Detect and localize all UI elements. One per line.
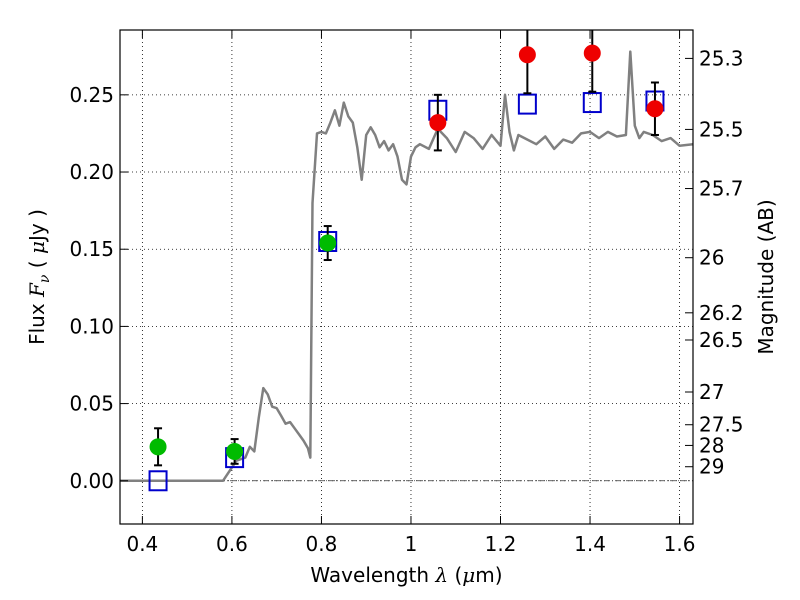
y2-tick-label: 28 <box>699 433 724 457</box>
y2-tick-label: 26.2 <box>699 301 744 325</box>
y-tick-label: 0.10 <box>69 314 114 338</box>
y-tick-label: 0.05 <box>69 392 114 416</box>
model-photometry-square <box>517 93 537 115</box>
y2-tick-label: 25.7 <box>699 177 744 201</box>
y2-tick-label: 29 <box>699 455 724 479</box>
y2-tick-label: 26.5 <box>699 328 744 352</box>
observed-flux-point <box>583 44 601 62</box>
y2-tick-label: 26 <box>699 246 724 270</box>
y2-tick-label: 27 <box>699 380 724 404</box>
x-tick-label: 0.6 <box>216 532 248 556</box>
x-tick-label: 1.6 <box>664 532 696 556</box>
x-tick-label: 1 <box>405 532 418 556</box>
y-tick-label: 0.25 <box>69 83 114 107</box>
x-axis-label: Wavelength λ (μm) <box>310 563 502 587</box>
x-tick-label: 0.8 <box>306 532 338 556</box>
y2-axis-label: Magnitude (AB) <box>754 199 778 354</box>
x-tick-label: 1.2 <box>485 532 517 556</box>
observed-flux-point <box>429 114 447 132</box>
axis-ticks: 0.4 0.6 0.8 1 1.2 1.4 1.6 0.00 0.05 0.10 0.15 0.20 0… <box>69 30 744 556</box>
y-tick-label: 0.20 <box>69 160 114 184</box>
plot-area <box>120 30 693 492</box>
plot-frame <box>119 29 694 525</box>
model-spectrum-line <box>120 50 693 483</box>
y-axis-label: Flux Fν ( μJy ) <box>25 209 53 345</box>
y2-tick-label: 25.3 <box>699 46 744 70</box>
y2-tick-label: 27.5 <box>699 413 744 437</box>
y2-tick-label: 25.5 <box>699 117 744 141</box>
observed-flux-point <box>646 100 664 118</box>
grid-lines <box>120 30 693 524</box>
observed-flux-point <box>226 442 244 460</box>
model-photometry-square <box>582 92 602 114</box>
y-tick-label: 0.15 <box>69 237 114 261</box>
x-tick-label: 0.4 <box>126 532 158 556</box>
observed-flux-point <box>319 234 337 252</box>
observed-flux-point <box>518 46 536 64</box>
model-photometry-square <box>148 470 168 492</box>
y-tick-label: 0.00 <box>69 469 114 493</box>
observed-flux-point <box>149 438 167 456</box>
x-tick-label: 1.4 <box>574 532 606 556</box>
